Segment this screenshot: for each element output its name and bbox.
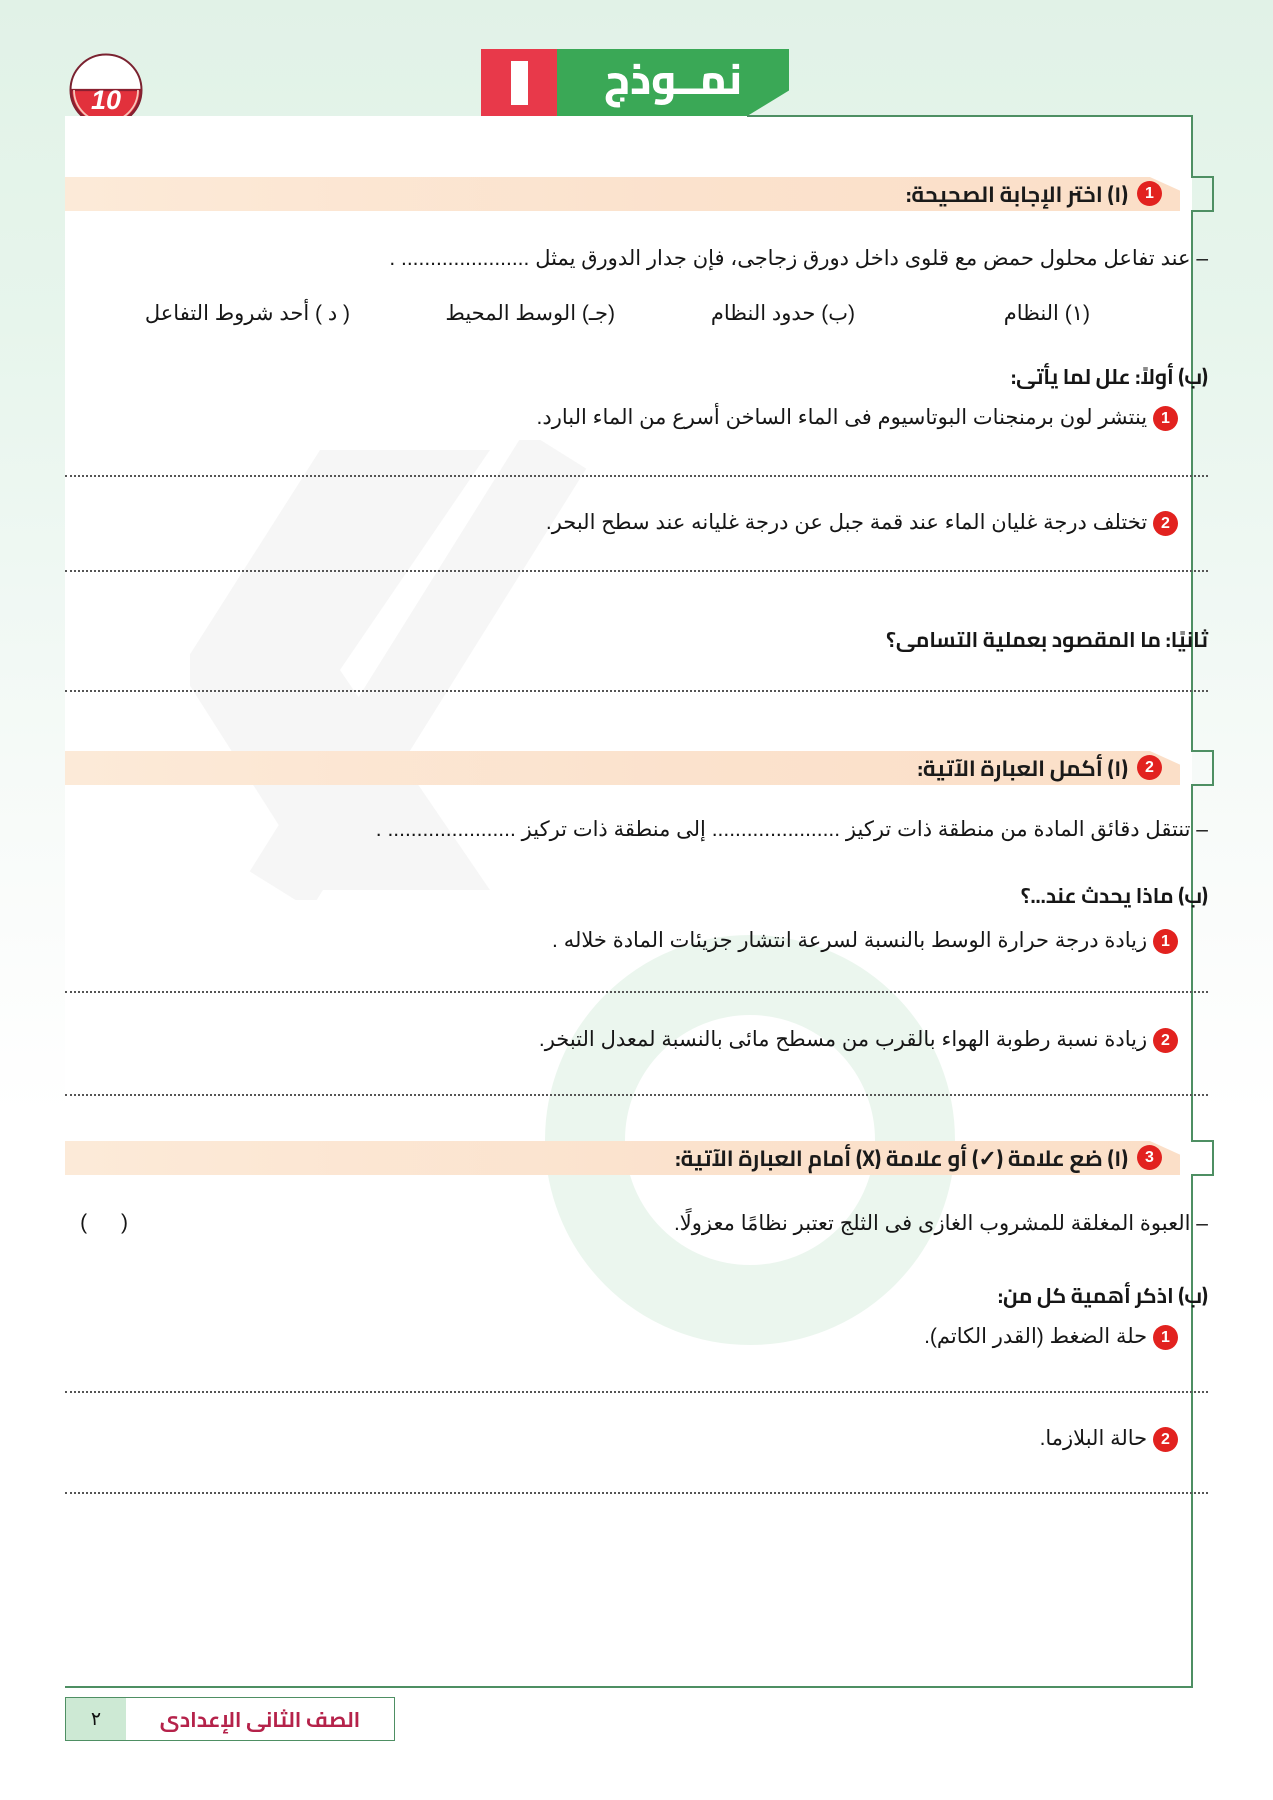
svg-text:10: 10 [91, 85, 121, 115]
